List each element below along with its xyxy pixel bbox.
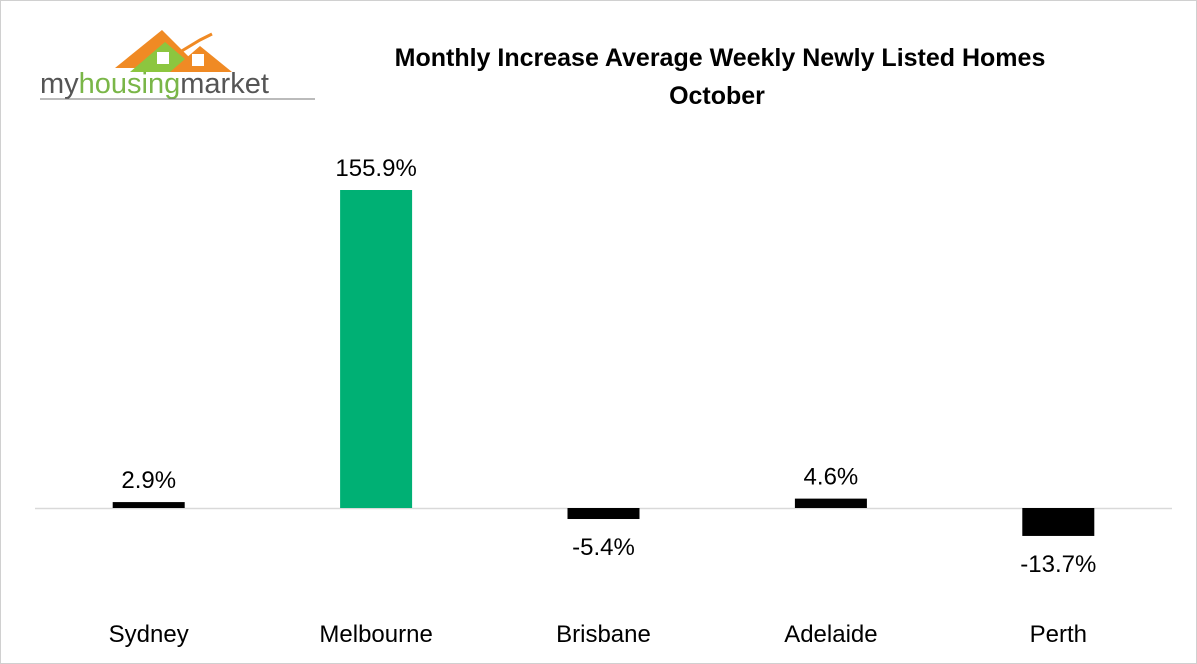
- value-label: 155.9%: [335, 155, 416, 182]
- value-label: -5.4%: [572, 534, 635, 561]
- bar: [112, 502, 185, 508]
- logo-arrow: [179, 32, 213, 54]
- x-tick-label: Perth: [1030, 621, 1087, 648]
- x-tick-label: Melbourne: [319, 621, 432, 648]
- value-label: 2.9%: [121, 467, 176, 494]
- x-tick-label: Brisbane: [556, 621, 651, 648]
- x-tick-label: Adelaide: [784, 621, 877, 648]
- bar: [1022, 508, 1095, 536]
- logo-part: housing: [79, 68, 181, 100]
- chart-subtitle: October: [669, 82, 765, 110]
- value-label: -13.7%: [1020, 551, 1096, 578]
- logo: myhousingmarket: [40, 30, 315, 100]
- bar: [794, 498, 867, 508]
- logo-part: my: [40, 68, 79, 100]
- chart-title: Monthly Increase Average Weekly Newly Li…: [395, 44, 1046, 72]
- logo-window: [157, 52, 169, 64]
- value-label: 4.6%: [804, 464, 859, 491]
- logo-window: [192, 54, 204, 66]
- logo-text: myhousingmarket: [40, 68, 269, 100]
- bar: [340, 190, 413, 508]
- x-tick-label: Sydney: [109, 621, 189, 648]
- logo-part: market: [180, 68, 269, 100]
- bar: [567, 508, 640, 520]
